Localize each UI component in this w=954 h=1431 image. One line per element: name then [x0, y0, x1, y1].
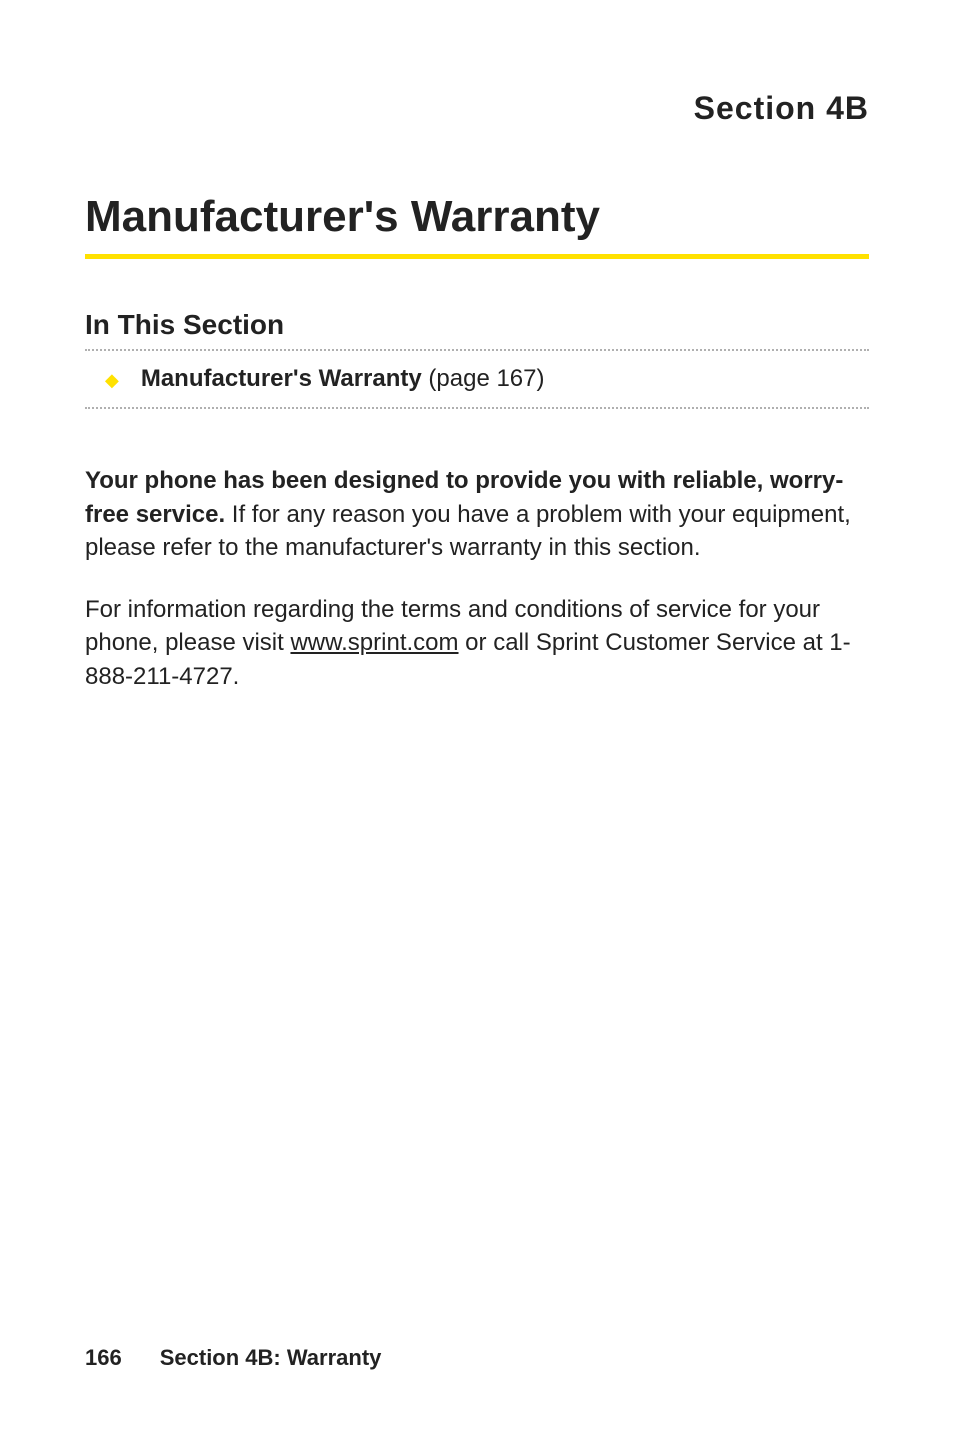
section-label: Section 4B [85, 90, 869, 127]
diamond-bullet-icon: ◆ [105, 370, 119, 391]
bullet-row: ◆ Manufacturer's Warranty (page 167) [85, 365, 869, 393]
page-footer: 166 Section 4B: Warranty [85, 1345, 381, 1371]
bullet-text-rest: (page 167) [422, 365, 545, 392]
page-title: Manufacturer's Warranty [85, 192, 869, 242]
title-underline [85, 254, 869, 259]
bullet-text: Manufacturer's Warranty (page 167) [141, 365, 545, 393]
body-paragraph-1: Your phone has been designed to provide … [85, 464, 869, 565]
footer-section-label: Section 4B: Warranty [160, 1345, 382, 1370]
sprint-link: www.sprint.com [290, 629, 458, 656]
footer-page-number: 166 [85, 1345, 122, 1370]
dotted-divider-top [85, 349, 869, 351]
dotted-divider-bottom [85, 407, 869, 409]
bullet-text-bold: Manufacturer's Warranty [141, 365, 422, 392]
subsection-heading: In This Section [85, 309, 869, 341]
body-paragraph-2: For information regarding the terms and … [85, 593, 869, 694]
